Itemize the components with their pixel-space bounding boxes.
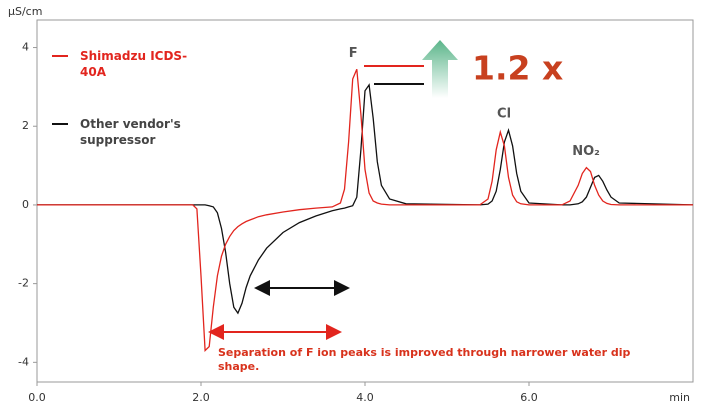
y-tick-label: 0 <box>22 198 29 211</box>
x-tick-label: 2.0 <box>192 391 210 404</box>
y-axis-label: μS/cm <box>8 5 42 18</box>
legend-label: Shimadzu ICDS-40A <box>80 49 188 79</box>
x-tick-label: 6.0 <box>520 391 538 404</box>
increase-arrow <box>422 40 458 98</box>
peak-label: NO₂ <box>572 144 600 159</box>
x-tick-label: 0.0 <box>28 391 46 404</box>
x-axis-label: min <box>669 391 690 404</box>
y-tick-label: -4 <box>18 355 29 368</box>
legend-label: Other vendor's suppressor <box>80 117 181 147</box>
y-tick-label: -2 <box>18 277 29 290</box>
y-tick-label: 4 <box>22 41 29 54</box>
ratio-label: 1.2 x <box>472 49 563 88</box>
series-line <box>37 68 693 352</box>
y-tick-label: 2 <box>22 119 29 132</box>
series-line <box>37 83 694 315</box>
peak-label: F <box>349 46 358 61</box>
peak-label: Cl <box>497 107 511 122</box>
x-tick-label: 4.0 <box>356 391 374 404</box>
annotation: Separation of F ion peaks is improved th… <box>218 346 631 373</box>
